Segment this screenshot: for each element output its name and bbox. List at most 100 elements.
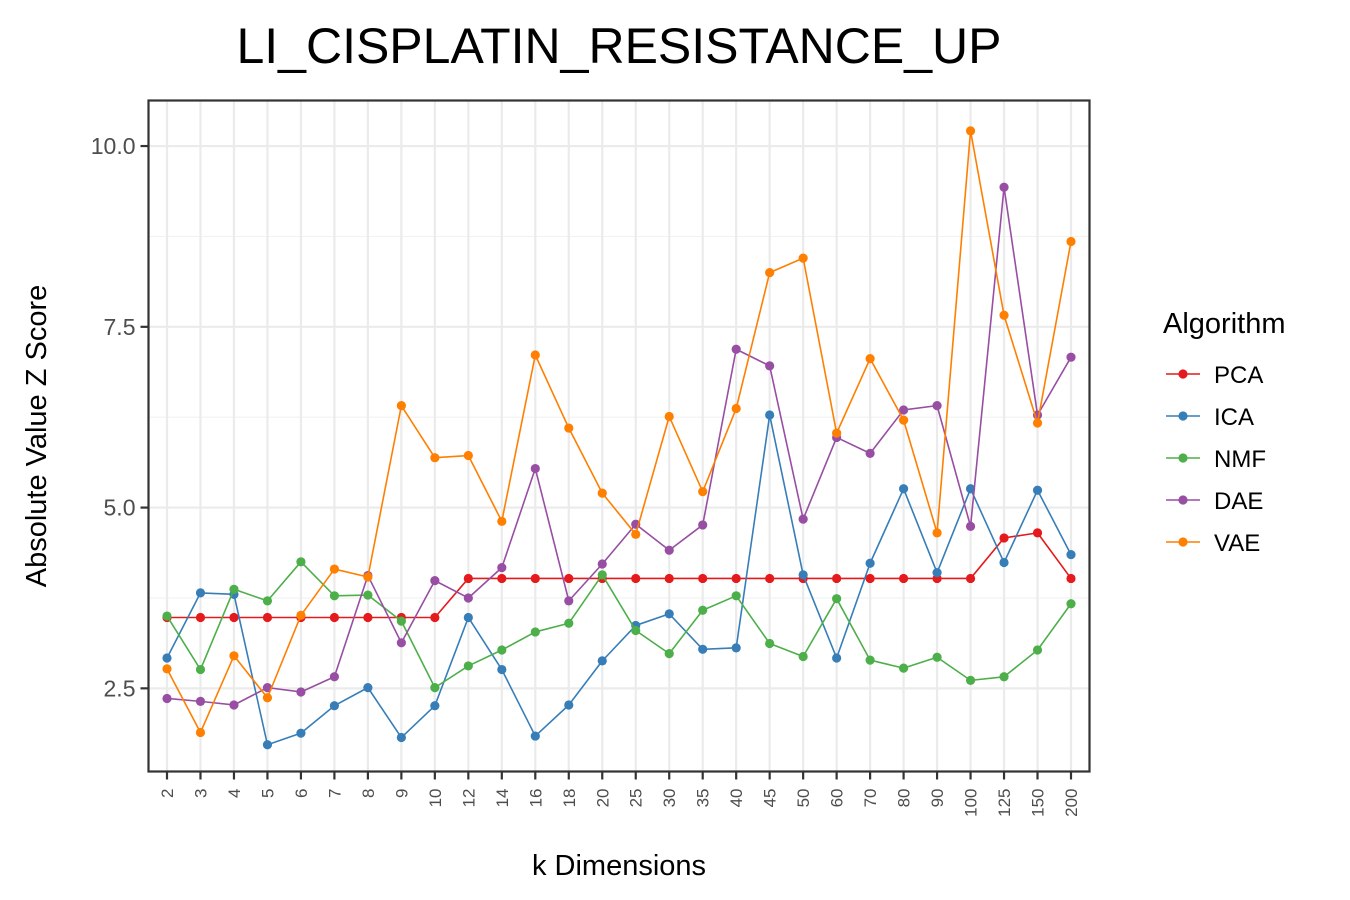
x-tick-label: 100 [962, 789, 981, 817]
x-tick-label: 80 [895, 789, 914, 808]
data-point-vae [999, 310, 1009, 320]
data-point-vae [664, 411, 674, 422]
x-axis: 2 3 4 5 6 7 8 9 10 12 14 16 18 20 25 30 35 40 45 50 60 70 80 90… [158, 771, 1081, 817]
data-point-pca [965, 573, 976, 584]
data-point-dae [229, 700, 239, 710]
legend-key-point-dae [1178, 495, 1188, 505]
x-tick-label: 16 [526, 789, 545, 808]
data-point-ica [430, 701, 440, 711]
y-tick-label: 7.5 [104, 314, 136, 340]
y-axis: 2.5 5.0 7.5 10.0 [91, 133, 149, 701]
data-point-nmf [597, 570, 607, 580]
x-tick-label: 30 [660, 789, 679, 808]
data-point-pca [731, 573, 741, 584]
series-nmf [162, 557, 1076, 693]
data-point-ica [564, 700, 574, 710]
data-point-vae [262, 693, 273, 703]
legend-key-point-vae [1178, 537, 1188, 547]
data-point-nmf [262, 596, 273, 606]
data-point-nmf [430, 683, 440, 693]
x-tick-label: 150 [1029, 789, 1048, 817]
series-line-nmf [166, 561, 1072, 689]
x-tick-label: 7 [325, 789, 344, 798]
x-tick-label: 25 [627, 789, 646, 808]
data-point-nmf [564, 618, 574, 628]
data-point-dae [530, 463, 540, 474]
data-point-vae [530, 350, 540, 360]
legend-label-dae: DAE [1214, 488, 1263, 515]
data-point-nmf [965, 675, 976, 685]
data-point-vae [965, 126, 976, 136]
y-tick-label: 2.5 [104, 675, 136, 701]
x-tick-label: 35 [694, 789, 713, 808]
series-line-ica [166, 414, 1072, 746]
data-point-vae [296, 610, 306, 620]
data-point-pca [430, 612, 440, 623]
x-tick-label: 70 [861, 789, 880, 808]
y-tick-label: 10.0 [91, 133, 136, 159]
data-point-ica [296, 728, 306, 738]
x-tick-label: 50 [794, 789, 813, 808]
data-point-dae [162, 693, 172, 704]
data-point-ica [262, 740, 273, 750]
x-tick-label: 3 [191, 789, 210, 798]
data-point-dae [497, 562, 507, 573]
data-point-ica [865, 558, 875, 568]
series-layer [162, 126, 1076, 750]
data-point-vae [765, 267, 775, 278]
data-point-nmf [664, 649, 674, 659]
data-point-dae [329, 672, 340, 682]
data-point-pca [463, 573, 473, 584]
data-point-ica [363, 683, 373, 693]
data-point-pca [363, 612, 373, 623]
x-tick-label: 20 [593, 789, 612, 808]
data-point-dae [296, 687, 306, 697]
data-point-nmf [530, 627, 540, 637]
data-point-nmf [698, 605, 708, 615]
data-point-ica [1032, 485, 1043, 495]
data-point-ica [463, 612, 473, 623]
data-point-vae [731, 403, 741, 414]
x-tick-label: 4 [225, 789, 244, 798]
series-pca [162, 528, 1076, 623]
data-point-pca [698, 573, 708, 584]
data-point-nmf [765, 638, 775, 649]
data-point-vae [798, 253, 808, 263]
data-point-nmf [898, 663, 909, 673]
legend-label-vae: VAE [1214, 530, 1260, 557]
data-point-nmf [798, 651, 808, 662]
data-point-dae [898, 405, 909, 415]
series-vae [162, 126, 1076, 738]
data-point-vae [932, 528, 942, 538]
data-point-dae [999, 182, 1009, 192]
data-point-vae [430, 453, 440, 463]
grid [148, 100, 1090, 772]
data-point-ica [664, 609, 674, 619]
data-point-dae [765, 361, 775, 371]
data-point-ica [162, 653, 172, 663]
data-point-dae [597, 559, 607, 569]
data-point-vae [597, 488, 607, 498]
x-tick-label: 18 [560, 789, 579, 808]
data-point-ica [698, 644, 708, 654]
data-point-vae [1066, 236, 1076, 247]
chart-title: LI_CISPLATIN_RESISTANCE_UP [236, 18, 1001, 74]
legend-item-nmf: NMF [1166, 446, 1266, 473]
data-point-pca [865, 573, 875, 584]
data-point-dae [965, 521, 976, 531]
data-point-pca [898, 573, 909, 584]
data-point-pca [530, 573, 540, 584]
plot-panel-border [147, 99, 1091, 773]
data-point-dae [396, 638, 406, 648]
x-tick-label: 200 [1062, 789, 1081, 817]
data-point-pca [229, 612, 239, 623]
data-point-nmf [832, 594, 842, 604]
data-point-nmf [999, 672, 1009, 682]
series-ica [162, 410, 1076, 750]
data-point-nmf [1066, 599, 1076, 609]
legend-key-point-pca [1178, 369, 1188, 379]
data-point-pca [262, 612, 273, 623]
data-point-vae [162, 664, 172, 674]
legend-label-pca: PCA [1214, 362, 1263, 389]
legend-item-vae: VAE [1166, 530, 1260, 557]
